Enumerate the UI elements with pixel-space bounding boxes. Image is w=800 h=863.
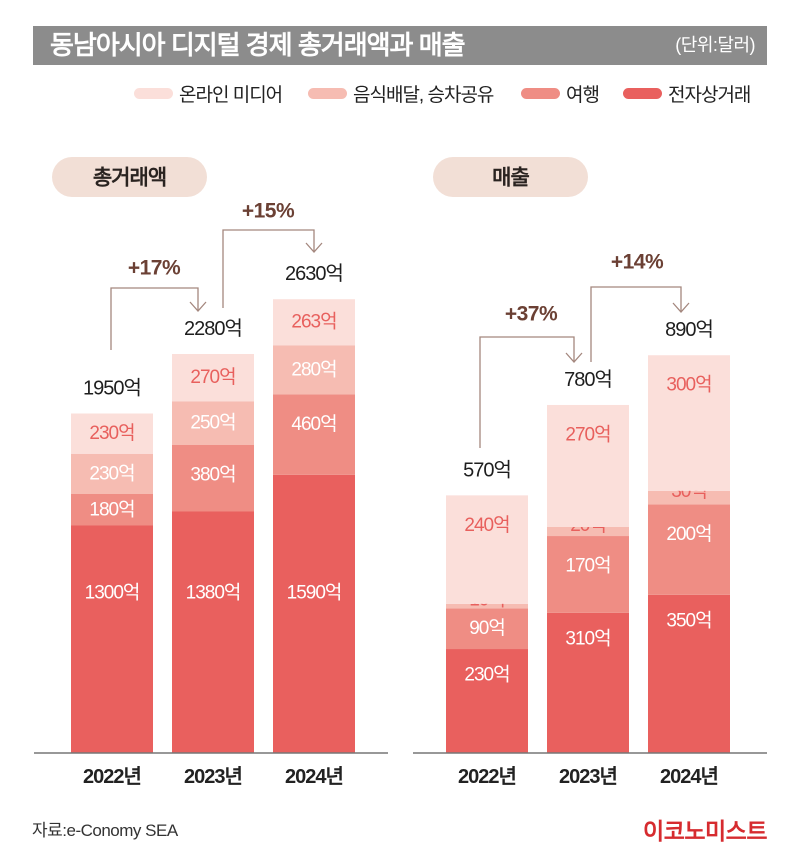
data-label: 230억 [89,462,134,484]
arrow-down-icon [672,302,690,313]
arrow-down-icon [305,242,323,253]
total-label: 2280억 [184,317,242,340]
data-label: 240억 [464,514,509,536]
chart-title: 동남아시아 디지털 경제 총거래액과 매출 [50,30,466,60]
legend-swatch [308,87,347,99]
data-label: 270억 [565,423,610,445]
legend-item-ecommerce: 전자상거래 [623,82,751,106]
chart-title-pill-label: 매출 [492,167,529,190]
data-label: 250억 [190,412,235,434]
bar-segment [446,603,528,609]
bar-segment [648,594,730,753]
x-tick-label: 2023년 [184,765,242,788]
bar-segment [71,525,153,753]
data-label: 270억 [190,366,235,388]
total-label: 570억 [463,458,511,481]
bar-segment [71,413,153,454]
legend-swatch [134,87,173,99]
legend-swatch [623,87,662,99]
arrow-down-icon [189,301,207,312]
bar-segment [172,445,254,512]
growth-connector [479,336,575,448]
x-tick-label: 2022년 [458,765,516,788]
growth-rate-label: +14% [611,251,664,274]
legend-item-food-delivery-ride-hailing: 음식배달, 승차공유 [308,82,494,106]
data-label: 460억 [291,413,336,435]
bar-segment [547,527,629,537]
data-label: 1380억 [186,582,241,604]
data-label: 310억 [565,627,610,649]
total-label: 780억 [564,368,612,391]
total-label: 890억 [665,318,713,341]
bar-segment [648,504,730,595]
data-label: 350억 [666,609,711,631]
total-label: 1950억 [83,377,141,400]
data-label: 180억 [89,498,134,520]
data-label: 263억 [291,311,336,333]
data-label: 230억 [89,422,134,444]
bar-segment [172,401,254,445]
bar-segment [547,536,629,613]
title-bar: 동남아시아 디지털 경제 총거래액과 매출 (단위:달러) [33,26,767,65]
growth-connector [590,286,682,362]
bar-segment [446,495,528,604]
bar-segment [71,453,153,494]
bar-segment [172,511,254,753]
data-label: 280억 [291,358,336,380]
x-tick-label: 2024년 [285,765,343,788]
legend-item-travel: 여행 [521,82,600,106]
bar-segment [446,649,528,753]
legend-label: 전자상거래 [668,84,751,106]
arrow-down-icon [565,352,583,363]
legend-label: 여행 [566,84,600,106]
unit-note: (단위:달러) [675,35,755,55]
data-label: 170억 [565,555,610,577]
data-label: 200억 [666,523,711,545]
growth-rate-label: +37% [505,303,558,326]
chart-title-pill [433,157,588,197]
growth-connector [222,229,315,308]
data-label: 380억 [190,464,235,486]
data-label: 90억 [469,617,505,639]
source-note: 자료:e-Conomy SEA [32,821,178,840]
growth-rate-label: +15% [242,200,295,223]
bar-segment [273,394,355,475]
growth-rate-label: +17% [128,257,181,280]
legend-label: 온라인 미디어 [179,84,283,106]
chart-title-pill [52,157,207,197]
legend-item-online-media: 온라인 미디어 [134,82,283,106]
x-tick-label: 2023년 [559,765,617,788]
x-tick-label: 2024년 [660,765,718,788]
x-tick-label: 2022년 [83,765,141,788]
bar-segment [446,608,528,650]
total-label: 2630억 [285,262,343,285]
legend-label: 음식배달, 승차공유 [353,84,494,106]
bar-segment [172,354,254,402]
data-label: 1300억 [85,582,140,604]
bar-segment [547,404,629,527]
bar-segment [71,494,153,526]
bar-segment [273,299,355,346]
bar-segment [273,345,355,395]
data-label: 230억 [464,664,509,686]
growth-connector [110,287,199,350]
bar-segment [547,612,629,753]
brand-logo: 이코노미스트 [643,818,767,844]
chart-title-pill-label: 총거래액 [93,167,166,190]
bar-segment [273,474,355,753]
bar-segment [648,355,730,491]
data-label: 300억 [666,374,711,396]
bar-segment [648,490,730,505]
data-label: 1590억 [287,582,342,604]
legend-swatch [521,87,560,99]
